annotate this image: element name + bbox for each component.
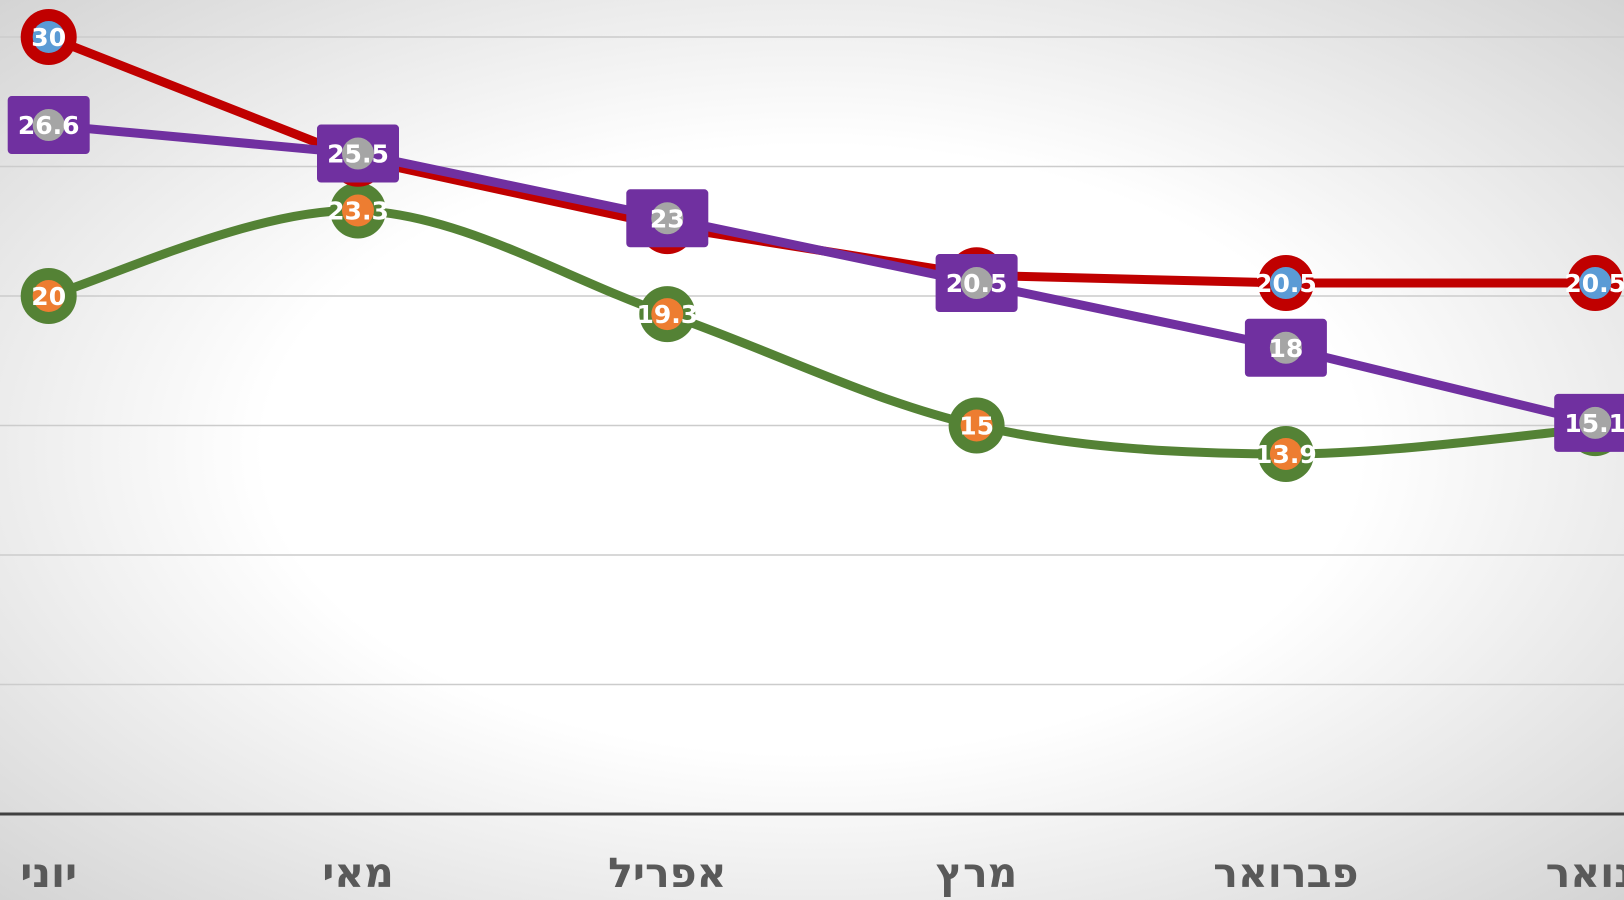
data-label: 19.3 [636, 300, 698, 329]
x-tick-label: ינואר [1546, 849, 1624, 897]
data-label: 13.9 [1255, 440, 1317, 469]
marker-center [1579, 406, 1612, 439]
marker-center [1269, 267, 1302, 300]
data-label: 20.5 [1564, 269, 1624, 298]
data-label: 26.6 [18, 111, 80, 140]
data-label: 20.5 [946, 269, 1008, 298]
marker-center [960, 409, 993, 442]
x-tick-label: פברואר [1213, 849, 1358, 897]
x-tick-label: מאי [322, 849, 394, 897]
data-label: 15 [959, 412, 994, 441]
data-label: 23 [650, 204, 685, 233]
marker-center [1269, 331, 1302, 364]
data-label: 30 [31, 23, 66, 52]
marker-center [1269, 437, 1302, 470]
marker-center [342, 137, 374, 170]
marker-center [342, 194, 374, 227]
data-label: 15.1 [1564, 409, 1624, 438]
x-tick-label: מרץ [936, 849, 1017, 897]
marker-center [32, 109, 65, 142]
marker-center [651, 298, 684, 331]
series-line [47, 206, 1596, 459]
marker-center [1579, 267, 1612, 300]
series-line [48, 120, 1597, 428]
marker-center [32, 280, 65, 312]
data-label: 18 [1269, 334, 1304, 363]
data-label: 25.5 [327, 140, 389, 169]
x-tick-label: אפריל [608, 849, 726, 897]
data-label: 23.3 [327, 197, 389, 226]
marker-center [960, 267, 993, 300]
x-tick-label: יוני [20, 849, 77, 897]
data-label: 20 [31, 282, 66, 311]
marker-center [651, 202, 684, 235]
data-label: 20.5 [1255, 269, 1317, 298]
marker-center [32, 21, 65, 53]
